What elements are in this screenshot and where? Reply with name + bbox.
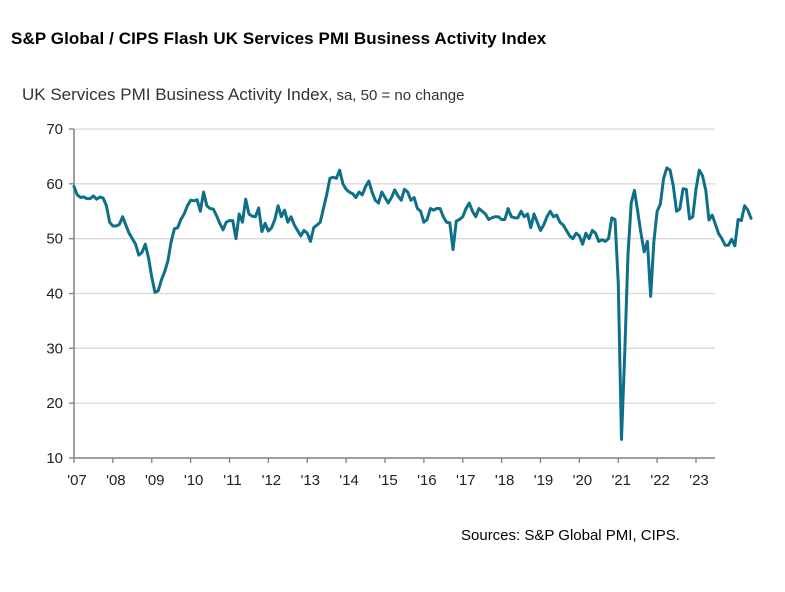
x-tick-label: '11 (223, 472, 241, 489)
x-tick-label: '09 (145, 472, 165, 489)
x-tick-label: '17 (456, 472, 476, 489)
subtitle-suffix: , sa, 50 = no change (328, 87, 465, 104)
y-tick-label: 60 (46, 176, 63, 193)
x-tick-label: '10 (184, 472, 204, 489)
series-line-services-pmi (72, 166, 753, 441)
y-tick-label: 20 (46, 395, 63, 412)
y-tick-label: 40 (46, 286, 63, 303)
x-tick-label: '22 (650, 472, 670, 489)
source-note: Sources: S&P Global PMI, CIPS. (461, 527, 680, 544)
y-tick-label: 50 (46, 231, 63, 248)
subtitle-main: UK Services PMI Business Activity Index (22, 85, 329, 104)
x-tick-label: '13 (300, 472, 320, 489)
x-tick-label: '20 (573, 472, 593, 489)
x-tick-label: '16 (417, 472, 437, 489)
x-tick-label: '18 (495, 472, 515, 489)
y-axis-ticks: 10 20 30 40 50 60 70 (46, 121, 74, 467)
chart-main-title: S&P Global / CIPS Flash UK Services PMI … (11, 29, 547, 48)
y-tick-label: 70 (46, 121, 63, 138)
x-tick-label: '14 (339, 472, 359, 489)
x-tick-label: '23 (689, 472, 709, 489)
chart-subtitle: UK Services PMI Business Activity Index,… (22, 85, 464, 105)
x-tick-label: '12 (262, 472, 282, 489)
x-tick-label: '15 (378, 472, 398, 489)
gridlines (74, 128, 715, 404)
x-axis-ticks: '07 '08 '09 '10 '11 '12 '13 '14 '15 '16 '17 '18 '19 '… (67, 458, 709, 489)
y-tick-label: 30 (46, 340, 63, 357)
x-tick-label: '08 (106, 472, 126, 489)
x-tick-label: '19 (534, 472, 554, 489)
y-tick-label: 10 (46, 450, 63, 467)
x-tick-label: '21 (611, 472, 631, 489)
x-tick-label: '07 (67, 472, 87, 489)
